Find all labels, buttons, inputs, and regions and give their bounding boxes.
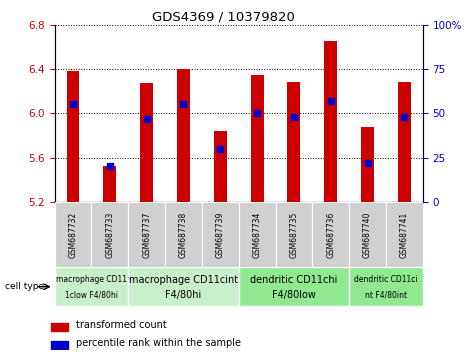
Bar bbox=[251, 75, 264, 202]
Bar bbox=[324, 41, 337, 202]
Text: GSM687738: GSM687738 bbox=[179, 211, 188, 258]
Text: GSM687732: GSM687732 bbox=[68, 211, 77, 258]
Bar bbox=[51, 323, 68, 331]
Bar bbox=[55, 267, 128, 306]
Bar bbox=[313, 202, 349, 267]
Point bbox=[217, 146, 224, 152]
Point bbox=[400, 114, 408, 120]
Bar bbox=[349, 202, 386, 267]
Text: GSM687734: GSM687734 bbox=[253, 211, 262, 258]
Bar bbox=[177, 69, 190, 202]
Bar bbox=[104, 166, 116, 202]
Bar bbox=[238, 202, 276, 267]
Bar bbox=[128, 267, 238, 306]
Bar bbox=[214, 131, 227, 202]
Point bbox=[143, 116, 151, 121]
Text: dendritic CD11chi: dendritic CD11chi bbox=[250, 275, 338, 285]
Text: GSM687733: GSM687733 bbox=[105, 211, 114, 258]
Bar bbox=[238, 267, 349, 306]
Bar bbox=[55, 202, 91, 267]
Point bbox=[290, 114, 298, 120]
Text: GSM687736: GSM687736 bbox=[326, 211, 335, 258]
Text: 1clow F4/80hi: 1clow F4/80hi bbox=[65, 291, 118, 300]
Text: transformed count: transformed count bbox=[76, 320, 167, 330]
Bar bbox=[202, 202, 238, 267]
Text: GSM687739: GSM687739 bbox=[216, 211, 225, 258]
Bar bbox=[349, 267, 423, 306]
Bar bbox=[287, 82, 300, 202]
Text: percentile rank within the sample: percentile rank within the sample bbox=[76, 338, 241, 348]
Text: macrophage CD11cint: macrophage CD11cint bbox=[129, 275, 238, 285]
Bar bbox=[276, 202, 313, 267]
Text: nt F4/80int: nt F4/80int bbox=[365, 291, 407, 300]
Text: GSM687737: GSM687737 bbox=[142, 211, 151, 258]
Point bbox=[180, 102, 187, 107]
Bar bbox=[140, 84, 153, 202]
Text: F4/80low: F4/80low bbox=[272, 290, 316, 300]
Text: GSM687741: GSM687741 bbox=[400, 211, 409, 258]
Bar bbox=[128, 202, 165, 267]
Text: GDS4369 / 10379820: GDS4369 / 10379820 bbox=[152, 11, 294, 24]
Text: dendritic CD11ci: dendritic CD11ci bbox=[354, 275, 418, 284]
Bar bbox=[398, 82, 411, 202]
Bar bbox=[386, 202, 423, 267]
Point bbox=[364, 160, 371, 166]
Bar bbox=[66, 71, 79, 202]
Point bbox=[69, 102, 77, 107]
Point bbox=[106, 164, 114, 169]
Bar bbox=[361, 127, 374, 202]
Bar bbox=[91, 202, 128, 267]
Text: F4/80hi: F4/80hi bbox=[165, 290, 201, 300]
Text: cell type: cell type bbox=[5, 282, 44, 291]
Bar bbox=[165, 202, 202, 267]
Text: GSM687735: GSM687735 bbox=[289, 211, 298, 258]
Point bbox=[327, 98, 334, 104]
Bar bbox=[51, 341, 68, 349]
Point bbox=[253, 110, 261, 116]
Text: GSM687740: GSM687740 bbox=[363, 211, 372, 258]
Text: macrophage CD11: macrophage CD11 bbox=[56, 275, 127, 284]
